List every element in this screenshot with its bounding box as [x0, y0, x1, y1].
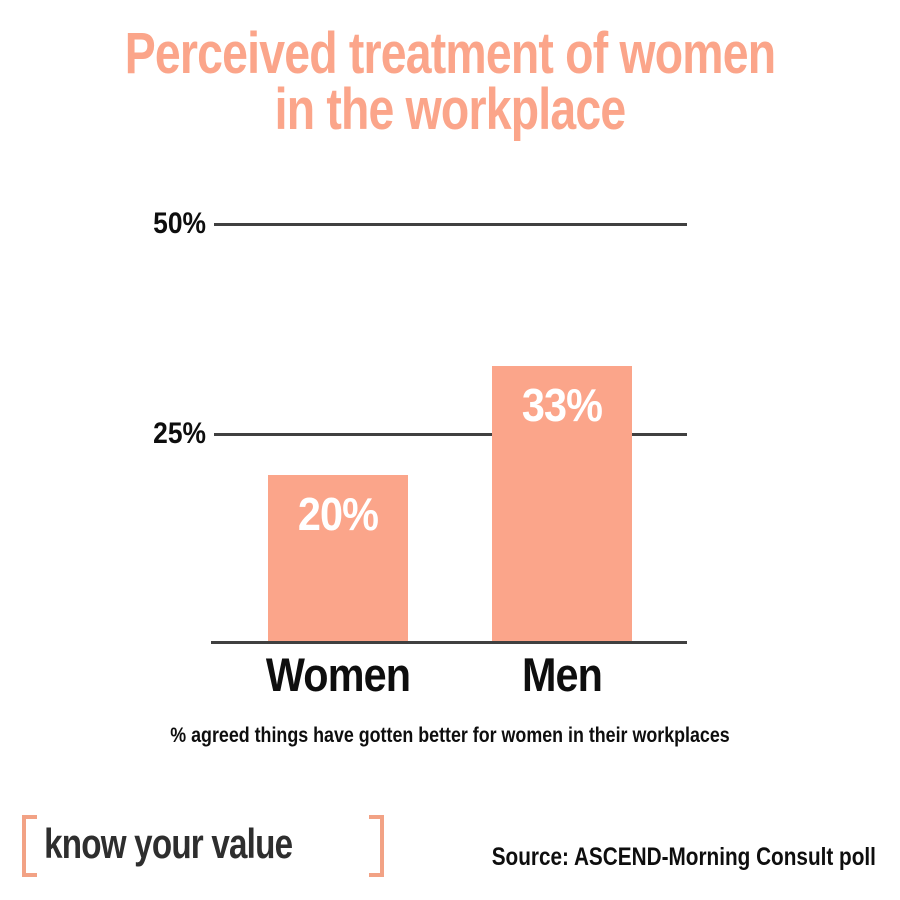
gridline-25pct [214, 433, 687, 436]
y-tick-label-50pct: 50% [153, 207, 206, 240]
y-tick-label-25pct: 25% [153, 417, 206, 450]
logo-text: know your value [44, 820, 293, 867]
bar-value-label-women: 20% [297, 488, 379, 540]
x-axis-line [211, 641, 687, 644]
logo-left-bracket-icon [22, 815, 37, 877]
x-category-label-women: Women [265, 648, 411, 701]
bar-value-label-men: 33% [521, 379, 603, 431]
bar-men: 33% [492, 366, 632, 643]
know-your-value-logo: know your value [22, 814, 385, 878]
chart-caption: % agreed things have gotten better for w… [170, 724, 730, 747]
chart-title: Perceived treatment of women in the work… [90, 21, 810, 142]
x-category-label-men: Men [521, 648, 603, 701]
chart-title-line-2: in the workplace [274, 77, 627, 142]
source-attribution: Source: ASCEND-Morning Consult poll [491, 843, 876, 871]
chart-title-line-1: Perceived treatment of women [124, 21, 776, 86]
gridline-50pct [214, 223, 687, 226]
logo-right-bracket-icon [369, 815, 385, 877]
bar-women: 20% [268, 475, 408, 643]
